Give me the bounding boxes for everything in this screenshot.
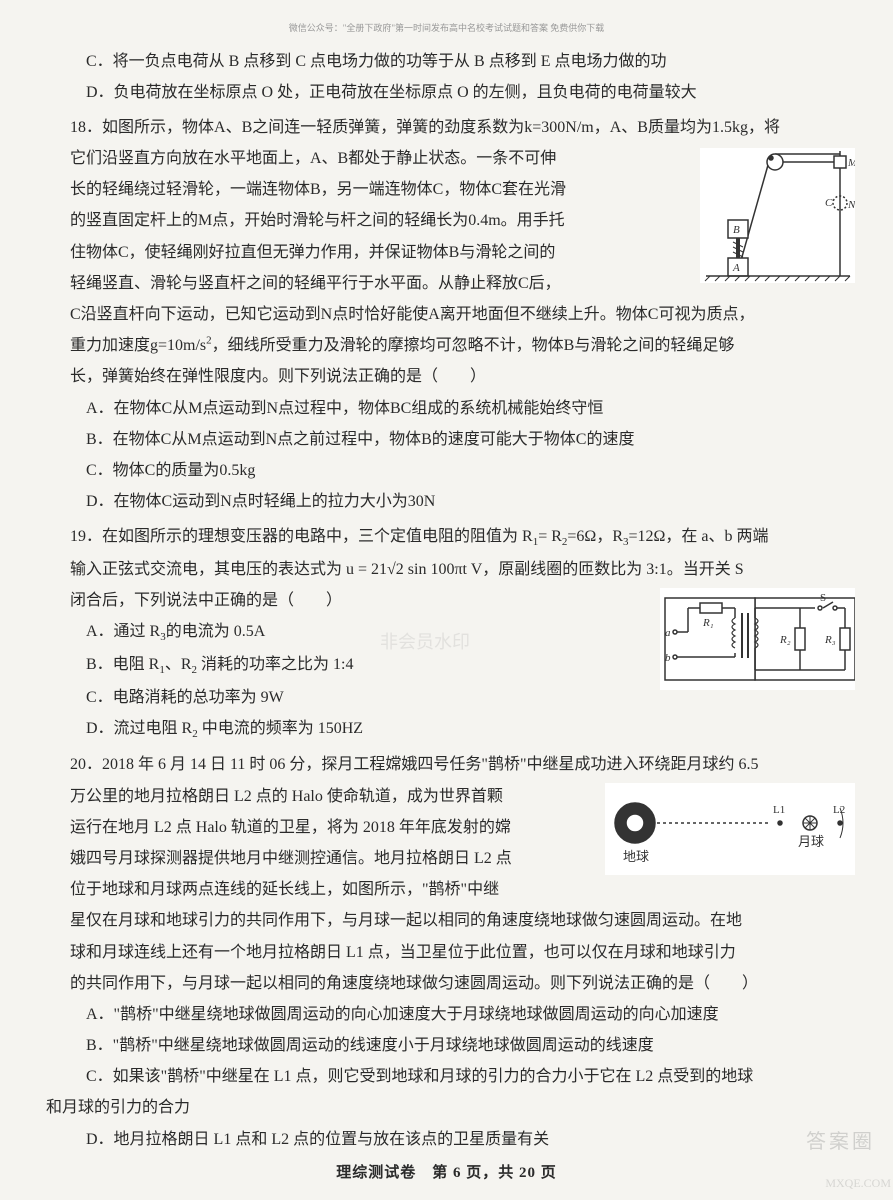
q18-option-b: B．在物体C从M点运动到N点之前过程中，物体B的速度可能大于物体C的速度 — [86, 424, 855, 455]
svg-text:地球: 地球 — [623, 849, 649, 864]
q19-line1: 19．在如图所示的理想变压器的电路中，三个定值电阻的阻值为 R1= R2=6Ω，… — [70, 521, 855, 554]
svg-text:R₂: R₂ — [779, 634, 791, 646]
q20-option-c-cont: 和月球的引力的合力 — [46, 1092, 855, 1123]
q20-num: 20． — [70, 756, 102, 773]
q20-option-c: C．如果该"鹊桥"中继星在 L1 点，则它受到地球和月球的引力的合力小于它在 L… — [86, 1061, 855, 1092]
q20-line6: 星仅在月球和地球引力的共同作用下，与月球一起以相同的角速度绕地球做匀速圆周运动。… — [70, 905, 855, 936]
q20-line7: 球和月球连线上还有一个地月拉格朗日 L1 点，当卫星位于此位置，也可以仅在月球和… — [70, 937, 855, 968]
header-notice: 微信公众号："全册下政府"第一时间发布高中名校考试试题和答案 免费供你下载 — [38, 20, 855, 38]
q18-line8: 重力加速度g=10m/s2，细线所受重力及滑轮的摩擦均可忽略不计，物体B与滑轮之… — [70, 330, 855, 361]
svg-text:a: a — [665, 627, 671, 639]
q20-diagram: 地球 L1 月球 L2 — [605, 783, 855, 875]
svg-text:R₁: R₁ — [702, 617, 714, 629]
q19-num: 19． — [70, 528, 102, 545]
question-20: 20．2018 年 6 月 14 日 11 时 06 分，探月工程嫦娥四号任务"… — [38, 749, 855, 1154]
svg-text:S: S — [820, 592, 826, 604]
q20-line8: 的共同作用下，与月球一起以相同的角速度绕地球做匀速圆周运动。则下列说法正确的是（… — [70, 968, 855, 999]
q18-option-c: C．物体C的质量为0.5kg — [86, 455, 855, 486]
q18-diagram: M N C B A — [700, 148, 855, 283]
q18-line1: 18．如图所示，物体A、B之间连一轻质弹簧，弹簧的劲度系数为k=300N/m，A… — [70, 112, 855, 143]
q17-option-d: D．负电荷放在坐标原点 O 处，正电荷放在坐标原点 O 的左侧，且负电荷的电荷量… — [86, 77, 855, 108]
svg-text:L1: L1 — [773, 804, 785, 816]
q20-option-b: B．"鹊桥"中继星绕地球做圆周运动的线速度小于月球绕地球做圆周运动的线速度 — [86, 1030, 855, 1061]
q20-option-a: A．"鹊桥"中继星绕地球做圆周运动的向心加速度大于月球绕地球做圆周运动的向心加速… — [86, 999, 855, 1030]
watermark-corner-brand: 答案圈 — [806, 1123, 875, 1162]
q18-option-d: D．在物体C运动到N点时轻绳上的拉力大小为30N — [86, 486, 855, 517]
q19-diagram: a b R₁ S R₃ R₂ — [660, 588, 855, 690]
svg-text:B: B — [733, 224, 740, 236]
svg-text:R₃: R₃ — [824, 634, 836, 646]
q18-option-a: A．在物体C从M点运动到N点过程中，物体BC组成的系统机械能始终守恒 — [86, 393, 855, 424]
q18-line9: 长，弹簧始终在弹性限度内。则下列说法正确的是（ ） — [70, 361, 855, 392]
watermark-center: 非会员水印 — [380, 625, 470, 660]
q20-line1: 20．2018 年 6 月 14 日 11 时 06 分，探月工程嫦娥四号任务"… — [70, 749, 855, 780]
q19-option-d: D．流过电阻 R2 中电流的频率为 150HZ — [86, 713, 855, 746]
svg-text:M: M — [847, 157, 855, 169]
page-footer: 理综测试卷 第 6 页，共 20 页 — [0, 1159, 893, 1188]
q18-line7: C沿竖直杆向下运动，已知它运动到N点时恰好能使A离开地面但不继续上升。物体C可视… — [70, 299, 855, 330]
svg-text:C: C — [825, 197, 833, 209]
svg-text:月球: 月球 — [798, 834, 824, 849]
question-18: 18．如图所示，物体A、B之间连一轻质弹簧，弹簧的劲度系数为k=300N/m，A… — [38, 112, 855, 517]
q18-num: 18． — [70, 119, 102, 136]
q19-line2: 输入正弦式交流电，其电压的表达式为 u = 21√2 sin 100πt V，原… — [70, 554, 855, 585]
svg-text:N: N — [847, 199, 855, 211]
q17-option-c: C．将一负点电荷从 B 点移到 C 点电场力做的功等于从 B 点移到 E 点电场… — [86, 46, 855, 77]
svg-text:L2: L2 — [833, 804, 845, 816]
q20-line5: 位于地球和月球两点连线的延长线上，如图所示，"鹊桥"中继 — [70, 874, 855, 905]
svg-text:A: A — [732, 262, 740, 274]
svg-text:b: b — [665, 652, 671, 664]
q20-option-d: D．地月拉格朗日 L1 点和 L2 点的位置与放在该点的卫星质量有关 — [86, 1124, 855, 1155]
